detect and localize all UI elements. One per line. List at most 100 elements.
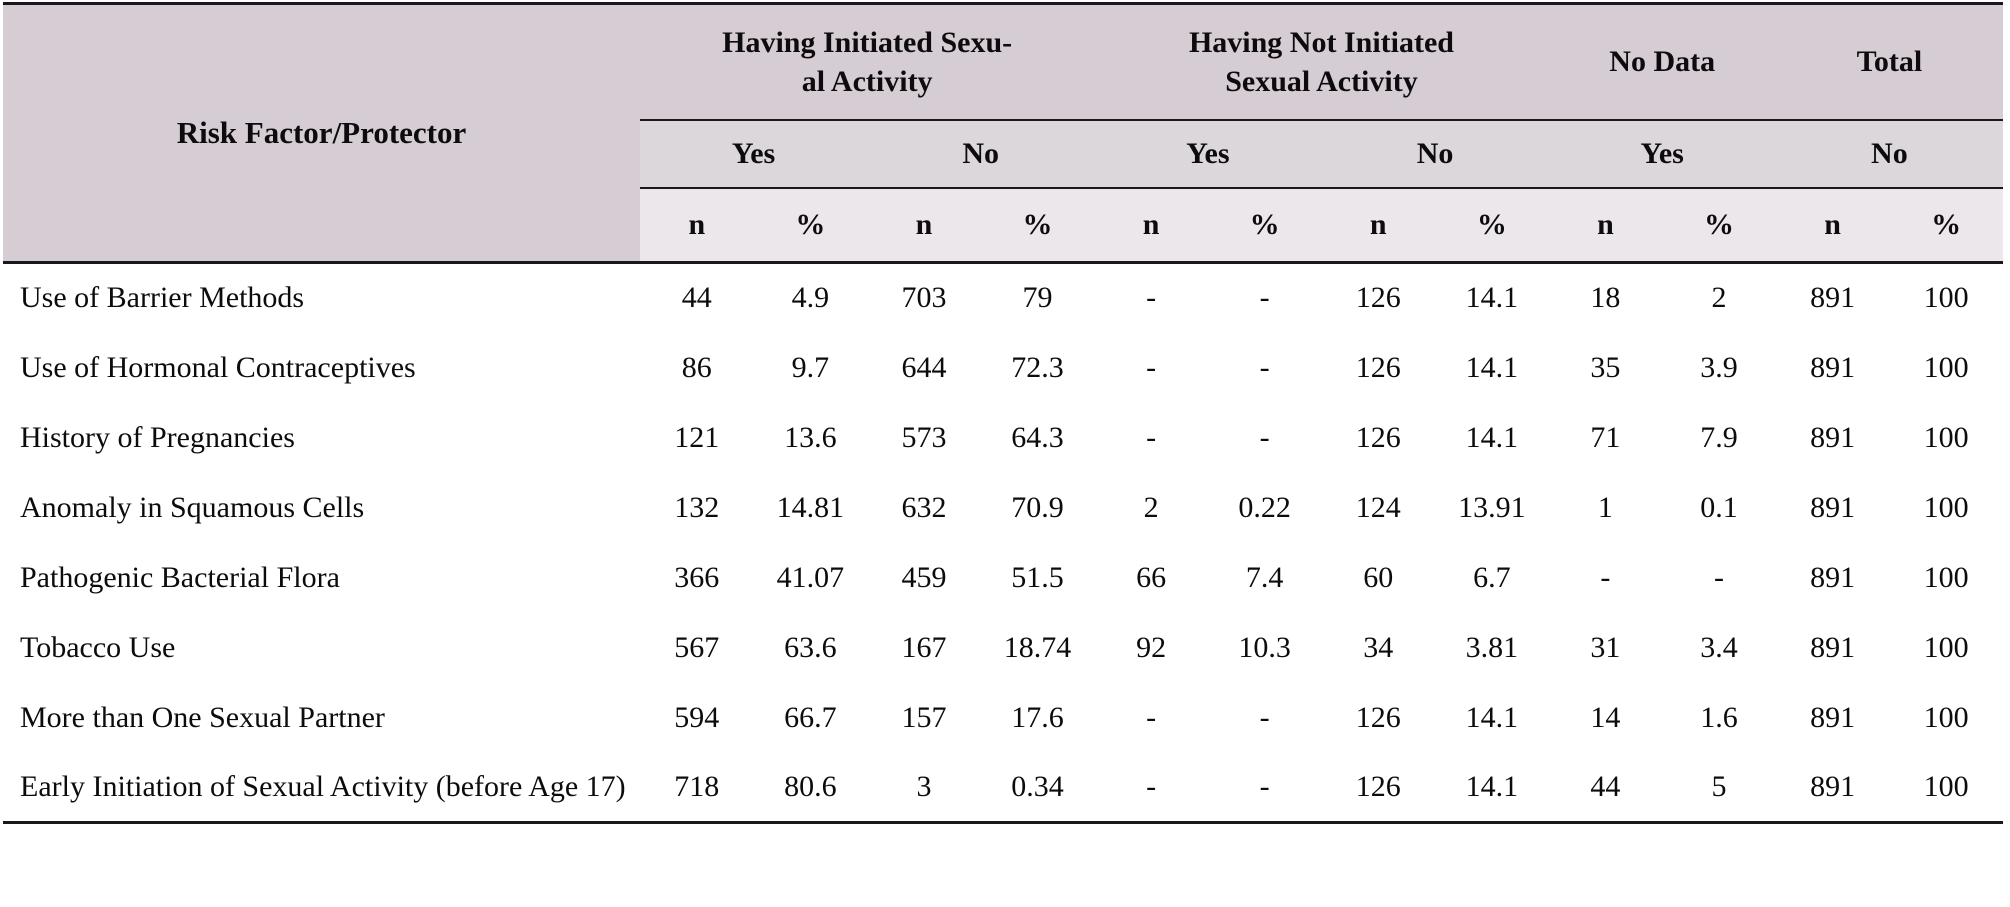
value-cell: 2 [1662,262,1776,333]
value-cell: 72.3 [980,332,1095,403]
table-row: Pathogenic Bacterial Flora 366 41.07 459 51.… [3,542,2003,613]
row-label: Early Initiation of Sexual Activity (bef… [3,752,640,823]
risk-factor-table: Risk Factor/Protector Having Initiated S… [3,2,2003,824]
value-cell: 891 [1775,682,1890,753]
value-cell: - [1207,262,1322,333]
value-cell: 1.6 [1662,682,1776,753]
value-cell: 7.9 [1662,402,1776,473]
value-cell: 167 [867,612,981,683]
measure-header: n [1548,187,1663,264]
table-row: More than One Sexual Partner 594 66.7 157 17… [3,682,2003,753]
value-cell: 100 [1889,472,2003,543]
table-row: Tobacco Use 567 63.6 167 18.74 92 10.3 34 3.81 31… [3,612,2003,683]
value-cell: 126 [1321,262,1436,333]
measure-header: n [867,187,981,264]
value-cell: 86 [640,332,754,403]
value-cell: 44 [640,262,754,333]
value-cell: 632 [867,472,981,543]
value-cell: 567 [640,612,754,683]
value-cell: 44 [1548,752,1663,823]
value-cell: 100 [1889,542,2003,613]
value-cell: 51.5 [980,542,1095,613]
value-cell: 100 [1889,332,2003,403]
measure-header: % [1207,187,1322,264]
value-cell: 100 [1889,752,2003,823]
row-label: Pathogenic Bacterial Flora [3,542,640,613]
value-cell: 71 [1548,402,1663,473]
value-cell: 3.81 [1435,612,1549,683]
value-cell: - [1207,332,1322,403]
value-cell: 703 [867,262,981,333]
value-cell: 3 [867,752,981,823]
value-cell: 10.3 [1207,612,1322,683]
value-cell: 70.9 [980,472,1095,543]
value-cell: 100 [1889,612,2003,683]
value-cell: 18.74 [980,612,1095,683]
measure-header: % [980,187,1095,264]
value-cell: 14 [1548,682,1663,753]
value-cell: - [1094,332,1208,403]
value-cell: 14.81 [753,472,868,543]
value-cell: - [1094,682,1208,753]
row-label: Anomaly in Squamous Cells [3,472,640,543]
value-cell: 0.34 [980,752,1095,823]
measure-header: % [753,187,868,264]
value-cell: 891 [1775,262,1890,333]
value-cell: 13.6 [753,402,868,473]
value-cell: 126 [1321,402,1436,473]
value-cell: 2 [1094,472,1208,543]
value-cell: 124 [1321,472,1436,543]
value-cell: - [1207,682,1322,753]
value-cell: 4.9 [753,262,868,333]
value-cell: 31 [1548,612,1663,683]
subgroup-header-row: Yes No Yes No Yes No [3,119,2003,189]
subgroup-header: No [867,119,1095,189]
value-cell: 891 [1775,472,1890,543]
value-cell: 5 [1662,752,1776,823]
value-cell: - [1207,402,1322,473]
value-cell: 66.7 [753,682,868,753]
value-cell: 7.4 [1207,542,1322,613]
value-cell: 100 [1889,402,2003,473]
value-cell: 126 [1321,332,1436,403]
value-cell: 891 [1775,332,1890,403]
value-cell: 34 [1321,612,1436,683]
value-cell: 126 [1321,752,1436,823]
group-header-row: Risk Factor/Protector Having Initiated S… [3,3,2003,264]
value-cell: 1 [1548,472,1663,543]
measure-header: n [1321,187,1436,264]
measure-header: n [640,187,754,264]
value-cell: 891 [1775,612,1890,683]
table-row: Anomaly in Squamous Cells 132 14.81 632 70.9… [3,472,2003,543]
value-cell: 0.1 [1662,472,1776,543]
row-label: More than One Sexual Partner [3,682,640,753]
value-cell: 80.6 [753,752,868,823]
measure-header: % [1662,187,1776,264]
group-header: No Data [1548,3,1776,121]
table-row: History of Pregnancies 121 13.6 573 64.3- -12… [3,402,2003,473]
row-header-cell: Risk Factor/Protector [3,3,640,264]
value-cell: 594 [640,682,754,753]
value-cell: 459 [867,542,981,613]
value-cell: 66 [1094,542,1208,613]
value-cell: 41.07 [753,542,868,613]
value-cell: 18 [1548,262,1663,333]
table-row: Use of Hormonal Contraceptives 86 9.7 644 72… [3,332,2003,403]
value-cell: 35 [1548,332,1663,403]
value-cell: 64.3 [980,402,1095,473]
subgroup-header: No [1321,119,1549,189]
value-cell: 60 [1321,542,1436,613]
value-cell: 17.6 [980,682,1095,753]
value-cell: - [1207,752,1322,823]
value-cell: 121 [640,402,754,473]
risk-factor-table-wrapper: Risk Factor/Protector Having Initiated S… [3,2,2003,824]
value-cell: 14.1 [1435,262,1549,333]
value-cell: 3.9 [1662,332,1776,403]
value-cell: - [1548,542,1663,613]
value-cell: 3.4 [1662,612,1776,683]
value-cell: 14.1 [1435,752,1549,823]
value-cell: 132 [640,472,754,543]
value-cell: 573 [867,402,981,473]
value-cell: 0.22 [1207,472,1322,543]
row-label: Use of Barrier Methods [3,262,640,333]
